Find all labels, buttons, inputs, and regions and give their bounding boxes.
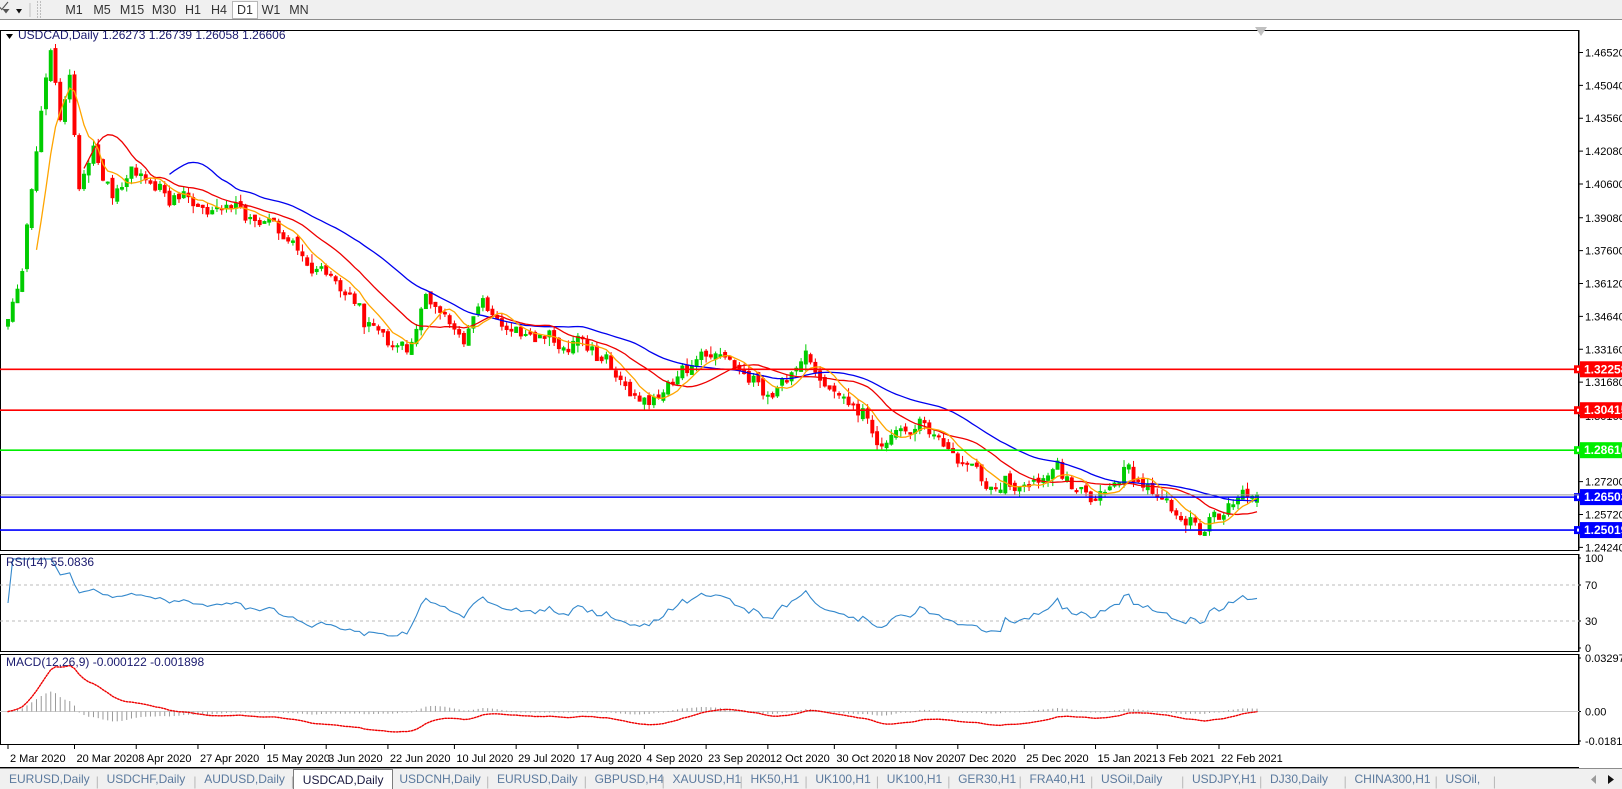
svg-text:USDCAD,Daily 1.26273 1.26739: USDCAD,Daily 1.26273 1.26739 1.26058 1.2… xyxy=(18,28,286,42)
svg-text:4 Sep 2020: 4 Sep 2020 xyxy=(646,753,702,765)
svg-text:8 Apr 2020: 8 Apr 2020 xyxy=(138,753,191,765)
svg-text:MACD(12,26,9) -0.000122 -0.001: MACD(12,26,9) -0.000122 -0.001898 xyxy=(6,655,204,669)
svg-text:25 Dec 2020: 25 Dec 2020 xyxy=(1026,753,1088,765)
svg-text:70: 70 xyxy=(1585,580,1597,592)
svg-text:2 Mar 2020: 2 Mar 2020 xyxy=(10,753,66,765)
svg-text:1.30415: 1.30415 xyxy=(1584,403,1622,417)
svg-text:20 Mar 2020: 20 Mar 2020 xyxy=(76,753,138,765)
svg-text:1.27200: 1.27200 xyxy=(1585,477,1622,489)
svg-text:1.42080: 1.42080 xyxy=(1585,146,1622,158)
svg-text:-0.018154: -0.018154 xyxy=(1585,736,1622,748)
svg-text:29 Jul 2020: 29 Jul 2020 xyxy=(518,753,575,765)
svg-text:1.25720: 1.25720 xyxy=(1585,510,1622,522)
svg-text:1.39080: 1.39080 xyxy=(1585,213,1622,225)
svg-text:22 Feb 2021: 22 Feb 2021 xyxy=(1221,753,1283,765)
svg-text:1.25019: 1.25019 xyxy=(1584,523,1622,537)
svg-text:1.43560: 1.43560 xyxy=(1585,113,1622,125)
svg-text:17 Aug 2020: 17 Aug 2020 xyxy=(580,753,642,765)
svg-text:1.26503: 1.26503 xyxy=(1584,490,1622,504)
svg-text:3 Jun 2020: 3 Jun 2020 xyxy=(328,753,382,765)
svg-text:1.37600: 1.37600 xyxy=(1585,246,1622,258)
svg-text:1.32258: 1.32258 xyxy=(1584,362,1622,376)
svg-text:0.00: 0.00 xyxy=(1585,707,1606,719)
svg-text:3 Feb 2021: 3 Feb 2021 xyxy=(1159,753,1215,765)
svg-text:10 Jul 2020: 10 Jul 2020 xyxy=(456,753,513,765)
svg-text:12 Oct 2020: 12 Oct 2020 xyxy=(770,753,830,765)
svg-text:1.40600: 1.40600 xyxy=(1585,179,1622,191)
svg-text:1.45040: 1.45040 xyxy=(1585,80,1622,92)
svg-text:15 Jan 2021: 15 Jan 2021 xyxy=(1098,753,1159,765)
svg-text:1.46520: 1.46520 xyxy=(1585,48,1622,60)
svg-text:23 Sep 2020: 23 Sep 2020 xyxy=(708,753,770,765)
svg-text:1.34640: 1.34640 xyxy=(1585,311,1622,323)
svg-text:RSI(14) 55.0836: RSI(14) 55.0836 xyxy=(6,555,94,569)
svg-text:27 Apr 2020: 27 Apr 2020 xyxy=(200,753,259,765)
svg-text:18 Nov 2020: 18 Nov 2020 xyxy=(898,753,960,765)
svg-text:1.36120: 1.36120 xyxy=(1585,279,1622,291)
svg-text:100: 100 xyxy=(1585,553,1603,565)
svg-text:1.33160: 1.33160 xyxy=(1585,344,1622,356)
svg-text:1.28616: 1.28616 xyxy=(1584,443,1622,457)
svg-text:22 Jun 2020: 22 Jun 2020 xyxy=(390,753,451,765)
svg-text:0.032972: 0.032972 xyxy=(1585,653,1622,665)
svg-text:15 May 2020: 15 May 2020 xyxy=(266,753,330,765)
svg-text:7 Dec 2020: 7 Dec 2020 xyxy=(960,753,1016,765)
svg-text:30 Oct 2020: 30 Oct 2020 xyxy=(836,753,896,765)
svg-text:1.31680: 1.31680 xyxy=(1585,377,1622,389)
svg-text:30: 30 xyxy=(1585,616,1597,628)
